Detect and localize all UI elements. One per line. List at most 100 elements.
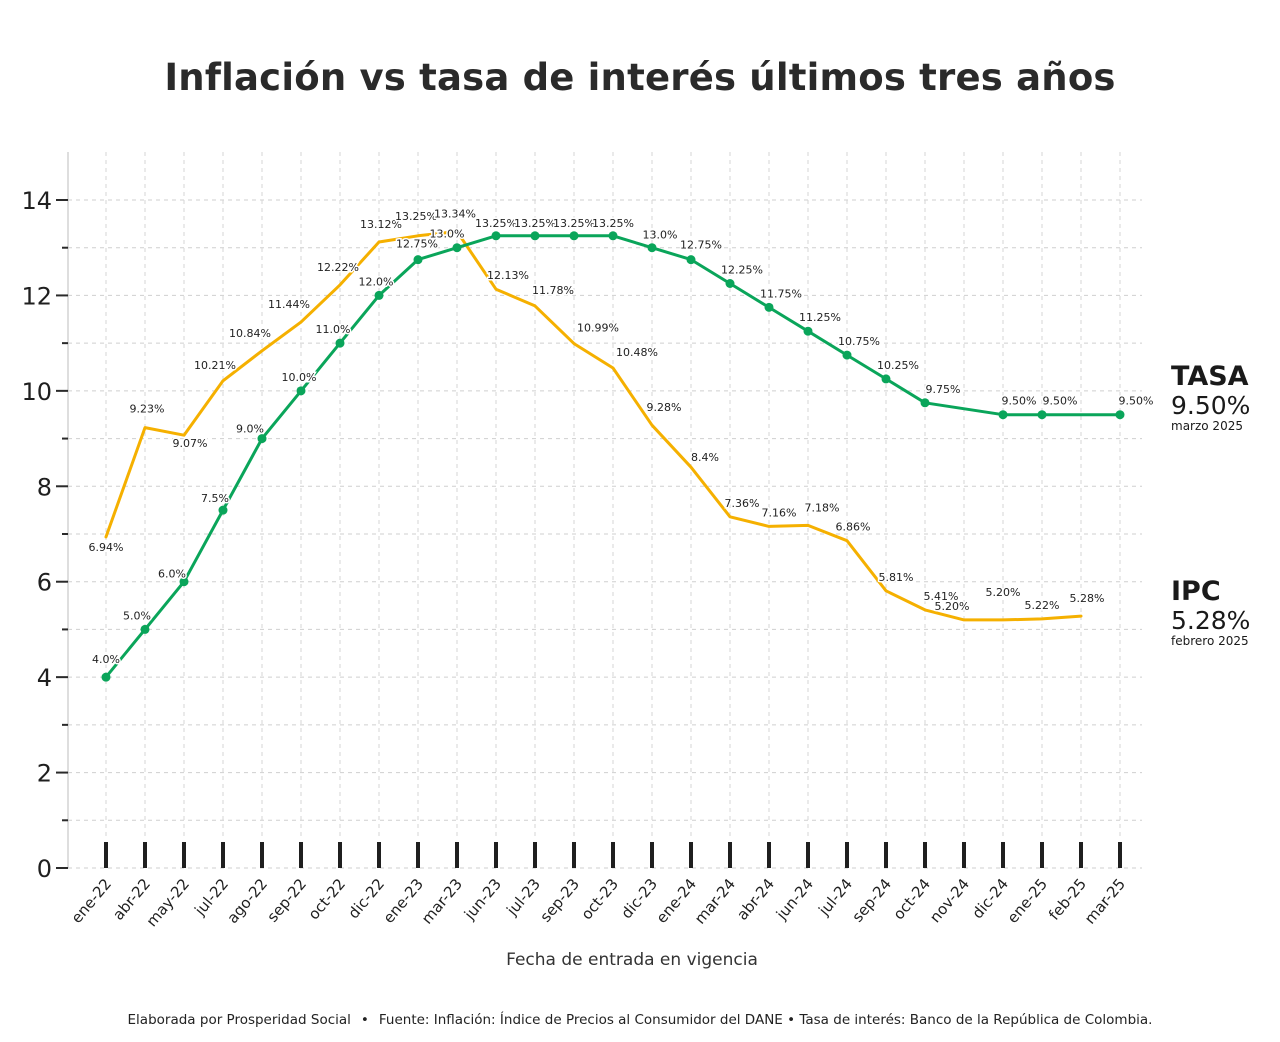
tasa-point — [647, 243, 657, 253]
tasa-point — [374, 290, 384, 300]
y-tick-label: 4 — [37, 664, 52, 692]
x-tick-label: mar-25 — [1081, 875, 1129, 928]
tasa-data-label: 10.25% — [877, 359, 919, 372]
tasa-data-label: 6.0% — [158, 568, 186, 581]
tasa-data-label: 13.25% — [514, 217, 556, 230]
ipc-data-label: 6.94% — [89, 541, 124, 554]
y-tick-label: 8 — [37, 473, 52, 501]
ipc-data-label: 7.18% — [805, 501, 840, 514]
ipc-data-label: 6.86% — [836, 521, 871, 534]
tasa-data-label: 10.75% — [838, 335, 880, 348]
tasa-point — [101, 672, 111, 682]
tasa-point — [491, 231, 501, 241]
tasa-point — [608, 231, 618, 241]
x-tick-label: ene-25 — [1004, 875, 1052, 927]
x-tick-label: oct-22 — [305, 875, 350, 923]
footer-source-text: Fuente: Inflación: Índice de Precios al … — [378, 1012, 1153, 1028]
tasa-point — [335, 338, 345, 348]
tasa-data-label: 5.0% — [123, 609, 151, 622]
x-tick-label: mar-24 — [691, 875, 739, 928]
footer-source: Elaborada por Prosperidad Social • Fuente:… — [0, 1012, 1280, 1028]
tasa-data-label: 13.25% — [553, 217, 595, 230]
x-axis: ene-22abr-22may-22jul-22ago-22sep-22oct-… — [68, 842, 1129, 930]
series-tasa — [101, 231, 1125, 682]
x-tick-label: sep-22 — [263, 875, 310, 926]
tasa-point — [218, 505, 228, 515]
tasa-point — [920, 398, 930, 408]
tasa-point — [842, 350, 852, 360]
ipc-data-label: 10.99% — [577, 322, 619, 335]
tasa-point — [803, 326, 813, 336]
y-tick-label: 2 — [37, 760, 52, 788]
ipc-data-label: 8.4% — [691, 451, 719, 464]
ipc-data-label: 5.20% — [986, 586, 1021, 599]
tasa-data-label: 9.0% — [236, 423, 264, 436]
tasa-data-label: 10.0% — [282, 371, 317, 384]
tasa-summary-value: 9.50% — [1171, 391, 1251, 420]
x-tick-label: sep-23 — [536, 875, 583, 926]
x-tick-label: jun-24 — [772, 875, 817, 924]
x-tick-label: may-22 — [143, 875, 193, 930]
ipc-data-label: 5.81% — [879, 571, 914, 584]
y-tick-label: 14 — [21, 187, 52, 215]
x-tick-label: jun-23 — [460, 875, 505, 924]
footer-separator: • — [360, 1012, 369, 1028]
tasa-data-label: 11.75% — [760, 287, 802, 300]
tasa-point — [296, 386, 306, 396]
ipc-data-label: 7.36% — [725, 497, 760, 510]
ipc-line — [104, 230, 1083, 622]
ipc-data-label: 9.28% — [647, 401, 682, 414]
tasa-data-label: 4.0% — [92, 653, 120, 666]
tasa-point — [569, 231, 579, 241]
tasa-data-label: 9.75% — [926, 383, 961, 396]
tasa-point — [725, 279, 735, 288]
tasa-data-label: 9.50% — [1002, 395, 1037, 408]
ipc-data-label: 10.84% — [229, 327, 271, 340]
y-tick-label: 12 — [21, 282, 52, 310]
ipc-data-label: 10.48% — [616, 346, 658, 359]
y-axis: 0 2 4 6 8 10 12 14 — [21, 152, 69, 883]
ipc-summary: IPC 5.28% febrero 2025 — [1171, 576, 1251, 649]
tasa-data-label: 12.75% — [396, 238, 438, 251]
tasa-point — [257, 434, 267, 444]
ipc-summary-name: IPC — [1171, 576, 1221, 607]
tasa-point — [140, 624, 150, 634]
tasa-point — [686, 255, 696, 265]
tasa-data-label: 13.25% — [592, 217, 634, 230]
tasa-data-label: 7.5% — [201, 492, 229, 505]
ipc-summary-value: 5.28% — [1171, 606, 1251, 635]
ipc-data-label: 12.13% — [487, 269, 529, 282]
tasa-data-label: 11.0% — [316, 323, 351, 336]
tasa-point — [452, 243, 462, 253]
ipc-summary-date: febrero 2025 — [1171, 634, 1249, 648]
tasa-point — [1115, 410, 1125, 420]
footer-credit: Elaborada por Prosperidad Social — [127, 1012, 351, 1028]
ipc-data-label: 13.34% — [434, 207, 476, 220]
y-tick-label: 6 — [37, 569, 52, 597]
chart-title: Inflación vs tasa de interés últimos tre… — [164, 56, 1116, 99]
tasa-point — [764, 302, 774, 312]
ipc-data-label: 12.22% — [317, 261, 359, 274]
tasa-summary-date: marzo 2025 — [1171, 419, 1243, 433]
x-tick-label: ago-22 — [223, 875, 271, 927]
tasa-data-label: 13.0% — [643, 229, 678, 242]
ipc-data-label: 5.28% — [1070, 592, 1105, 605]
series-ipc — [104, 230, 1083, 622]
tasa-data-label: 9.50% — [1043, 395, 1078, 408]
tasa-point — [413, 255, 423, 265]
ipc-data-label: 5.22% — [1025, 599, 1060, 612]
ipc-data-label: 10.21% — [194, 359, 236, 372]
tasa-summary: TASA 9.50% marzo 2025 — [1171, 362, 1251, 434]
ipc-data-label: 11.44% — [268, 298, 310, 311]
ipc-data-label: 5.41% — [924, 590, 959, 603]
ipc-data-label: 9.07% — [173, 437, 208, 450]
x-tick-label: mar-23 — [418, 875, 466, 928]
x-tick-label: abr-24 — [733, 875, 778, 924]
tasa-data-label: 11.25% — [799, 311, 841, 324]
tasa-data-label: 13.25% — [475, 217, 517, 230]
tasa-data-label: 9.50% — [1119, 395, 1154, 408]
ipc-data-label: 7.16% — [762, 506, 797, 519]
y-tick-label: 0 — [37, 855, 52, 883]
x-axis-label: Fecha de entrada en vigencia — [506, 950, 758, 970]
